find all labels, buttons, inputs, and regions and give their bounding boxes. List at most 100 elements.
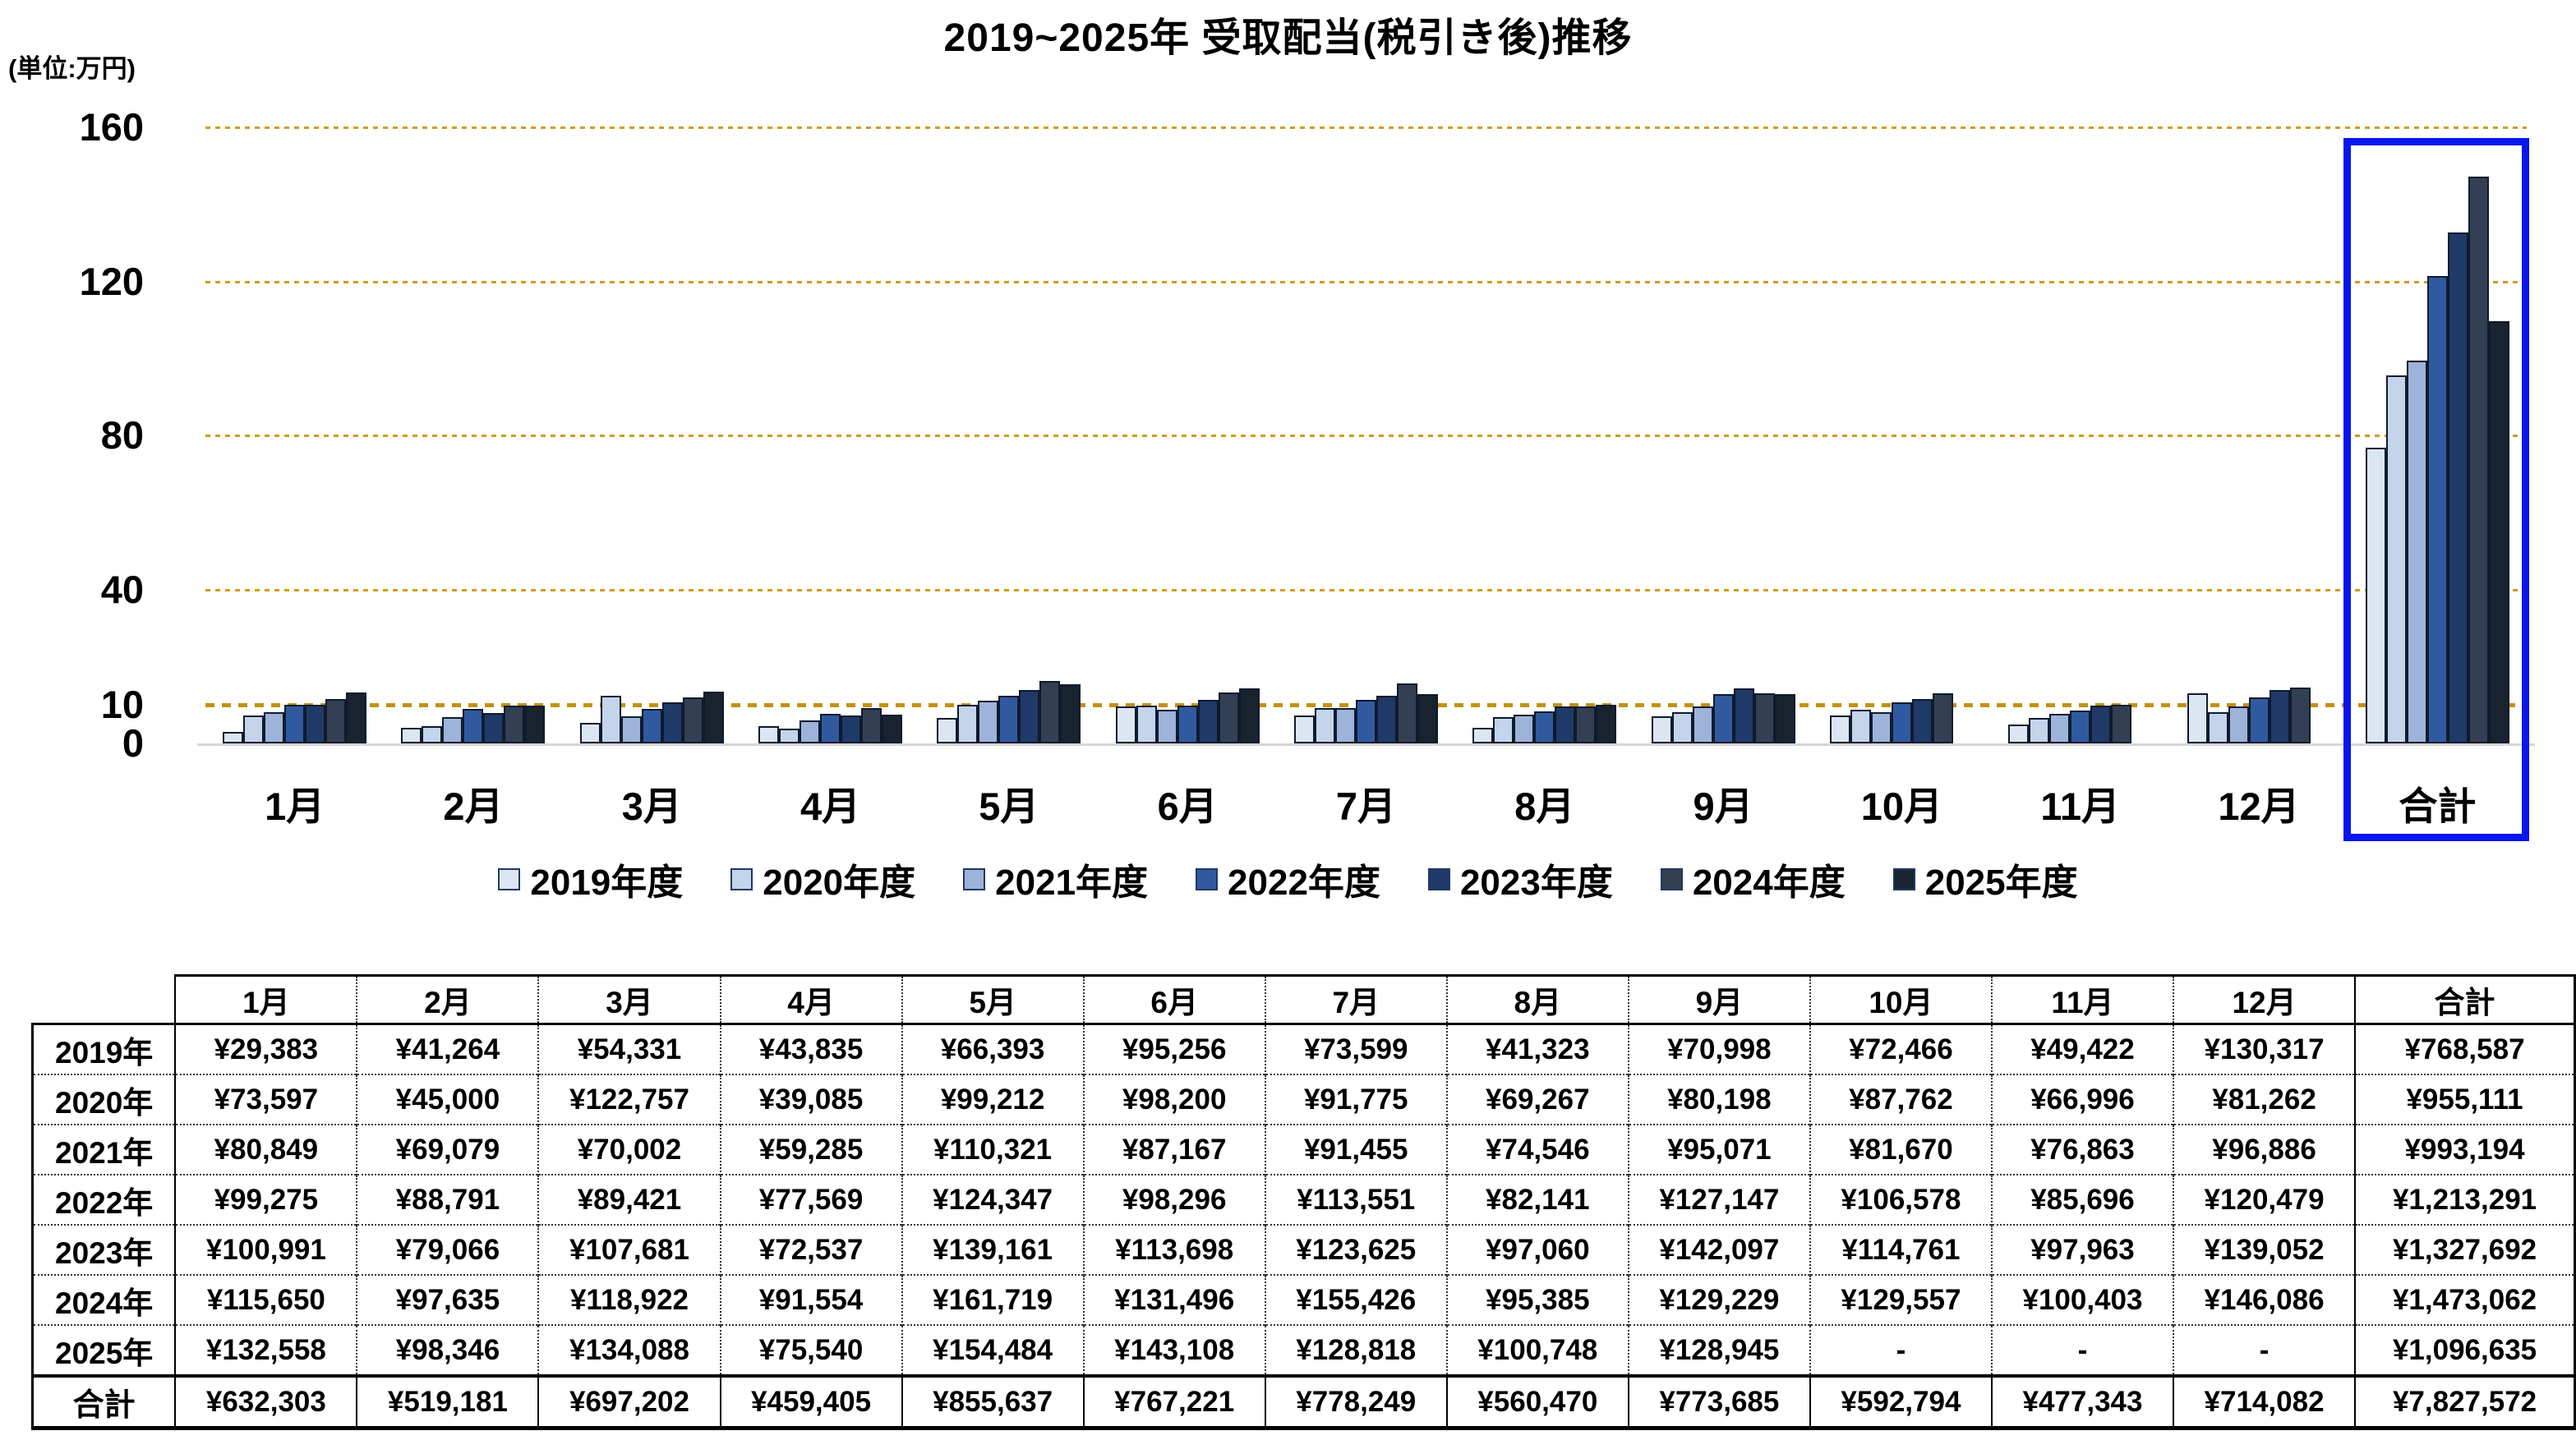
bar-2021年度-4月 [800, 720, 821, 743]
dividend-bar-chart: (単位:万円) 2019~2025年 受取配当(税引き後)推移 160 120 80… [8, 16, 2535, 905]
value-cell: ¥79,066 [356, 1224, 539, 1275]
bar-2019年度-5月 [937, 717, 958, 743]
y-tick-label: 10 [100, 683, 144, 727]
bar-2025年度-9月 [1774, 693, 1795, 743]
value-cell: ¥41,264 [356, 1023, 539, 1074]
bar-2020年度-9月 [1671, 712, 1693, 743]
column-header-month: 7月 [1264, 974, 1447, 1025]
bar-2022年度-6月 [1177, 705, 1198, 743]
value-cell: ¥115,650 [174, 1274, 357, 1325]
value-cell: ¥110,321 [901, 1124, 1084, 1175]
dividend-table-wrap: 1月 2月 3月 4月 5月 6月 7月 8月 9月 10月 11月 12月 合計 2019年 ¥29,38… [31, 974, 2576, 1430]
bar-2025年度-8月 [1596, 704, 1617, 743]
total-value-cell: ¥1,473,062 [2354, 1274, 2576, 1325]
value-cell: ¥66,393 [901, 1023, 1084, 1074]
value-cell: ¥76,863 [1990, 1124, 2174, 1175]
total-value-cell: ¥768,587 [2354, 1023, 2576, 1074]
value-cell: ¥128,945 [1627, 1324, 1810, 1376]
bar-2024年度-9月 [1753, 693, 1775, 743]
bar-2021年度-9月 [1692, 706, 1713, 743]
bar-2024年度-11月 [2111, 704, 2132, 743]
legend-swatch-icon [1892, 867, 1915, 890]
total-value-cell: ¥955,111 [2354, 1074, 2576, 1125]
bar-2019年度-7月 [1294, 715, 1315, 743]
value-cell: ¥139,161 [901, 1224, 1084, 1275]
value-cell: ¥128,818 [1264, 1324, 1447, 1376]
bar-2023年度-4月 [841, 715, 862, 743]
value-cell: ¥106,578 [1809, 1174, 1992, 1225]
bar-2019年度-4月 [758, 726, 780, 743]
bar-2019年度-1月 [223, 732, 244, 743]
value-cell: ¥54,331 [537, 1023, 721, 1074]
value-cell: ¥29,383 [174, 1023, 357, 1074]
row-label: 2023年 [31, 1224, 177, 1275]
legend-item: 2024年度 [1660, 853, 1846, 905]
row-label: 2024年 [31, 1274, 177, 1325]
gridline-160 [205, 127, 2527, 129]
value-cell: ¥41,323 [1445, 1023, 1629, 1074]
total-value-cell: ¥1,096,635 [2354, 1324, 2576, 1376]
bar-2021年度-11月 [2049, 713, 2071, 743]
bar-2022年度-2月 [463, 709, 484, 743]
value-cell: ¥97,060 [1445, 1224, 1629, 1275]
value-cell: ¥73,597 [174, 1074, 357, 1125]
value-cell: ¥88,791 [356, 1174, 539, 1225]
legend-swatch-icon [1427, 867, 1450, 890]
gridline-120 [205, 280, 2527, 283]
value-cell: ¥154,484 [901, 1324, 1084, 1376]
value-cell: ¥477,343 [1990, 1374, 2174, 1430]
value-cell: ¥560,470 [1445, 1374, 1629, 1430]
bar-2021年度-7月 [1335, 708, 1356, 743]
bar-2020年度-6月 [1136, 705, 1157, 743]
bar-2022年度-8月 [1534, 711, 1555, 743]
value-cell: ¥113,698 [1082, 1224, 1265, 1275]
value-cell: - [1990, 1324, 2174, 1376]
x-category-label: 7月 [1335, 784, 1397, 828]
table-row: 2025年 ¥132,558 ¥98,346 ¥134,088 ¥75,540 ¥154,… [31, 1324, 2576, 1376]
bar-2023年度-12月 [2269, 689, 2290, 743]
legend-item: 2020年度 [730, 853, 915, 905]
bar-2023年度-11月 [2090, 706, 2112, 743]
row-label: 2025年 [31, 1324, 177, 1376]
value-cell: ¥855,637 [901, 1374, 1084, 1430]
value-cell: ¥146,086 [2173, 1274, 2356, 1325]
legend-label: 2020年度 [763, 863, 916, 903]
bar-2022年度-1月 [284, 705, 306, 743]
value-cell: ¥69,079 [356, 1124, 539, 1175]
bar-2020年度-8月 [1493, 716, 1514, 743]
total-value-cell: ¥7,827,572 [2354, 1374, 2576, 1430]
total-highlight-box [2343, 138, 2529, 841]
bar-2022年度-11月 [2070, 710, 2091, 743]
bar-2024年度-12月 [2289, 687, 2311, 743]
table-header-row: 1月 2月 3月 4月 5月 6月 7月 8月 9月 10月 11月 12月 合計 [32, 974, 2576, 1025]
bar-2019年度-9月 [1651, 715, 1672, 743]
value-cell: ¥91,455 [1264, 1124, 1447, 1175]
total-value-cell: ¥1,213,291 [2354, 1174, 2576, 1225]
value-cell: ¥98,296 [1082, 1174, 1265, 1225]
legend-swatch-icon [1196, 867, 1219, 890]
value-cell: ¥124,347 [901, 1174, 1084, 1225]
table-row: 2024年 ¥115,650 ¥97,635 ¥118,922 ¥91,554 ¥161,… [31, 1274, 2576, 1325]
x-category-label: 3月 [621, 784, 682, 828]
value-cell: ¥459,405 [719, 1374, 902, 1430]
value-cell: ¥87,762 [1809, 1074, 1992, 1125]
bar-2019年度-2月 [401, 727, 422, 743]
bar-2025年度-1月 [346, 692, 367, 743]
bar-2020年度-3月 [600, 696, 621, 743]
bar-2022年度-4月 [820, 713, 841, 743]
value-cell: ¥120,479 [2173, 1174, 2356, 1225]
value-cell: ¥99,212 [901, 1074, 1084, 1125]
value-cell: ¥131,496 [1082, 1274, 1265, 1325]
column-header-month: 12月 [2173, 974, 2356, 1025]
bar-2024年度-2月 [504, 706, 525, 743]
value-cell: ¥81,262 [2173, 1074, 2356, 1125]
bar-2019年度-8月 [1472, 727, 1494, 743]
y-tick-label: 0 [122, 721, 144, 765]
bar-2021年度-合計 [2406, 361, 2427, 743]
row-label: 2020年 [31, 1074, 177, 1125]
bar-2020年度-12月 [2207, 711, 2228, 743]
bar-2022年度-10月 [1891, 702, 1912, 743]
value-cell: ¥80,849 [174, 1124, 357, 1175]
legend-swatch-icon [730, 867, 753, 890]
value-cell: ¥107,681 [537, 1224, 721, 1275]
